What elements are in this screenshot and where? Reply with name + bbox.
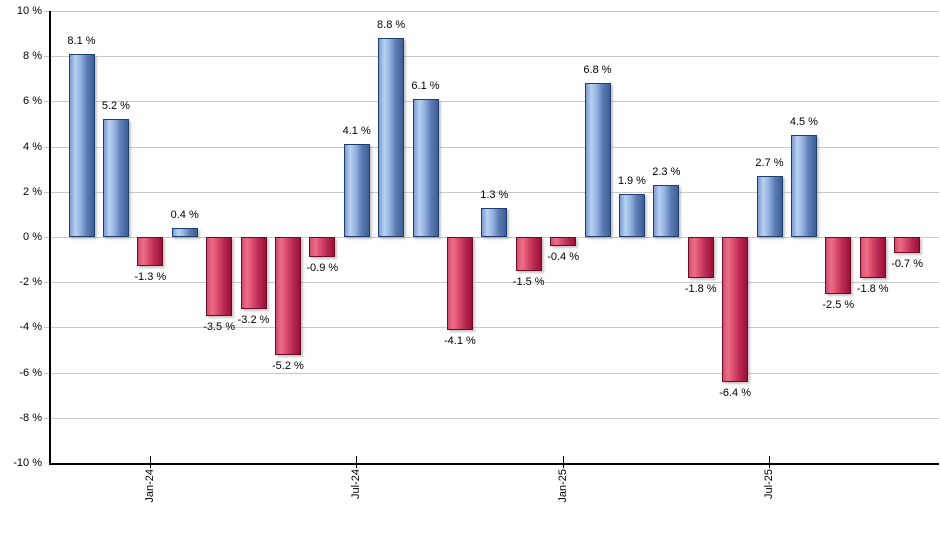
bar-nov-25[interactable] (894, 237, 921, 253)
bar-apr-25[interactable] (653, 185, 680, 237)
bar-aug-25[interactable] (790, 135, 817, 237)
bar-may-24[interactable] (274, 237, 301, 355)
y-axis-tick-label: -4 % (19, 321, 42, 334)
bar-may-25[interactable] (687, 237, 714, 278)
gridline (44, 327, 939, 329)
bar-value-label: -1.8 % (684, 282, 717, 295)
x-axis-tick (356, 456, 358, 468)
x-axis-tick (149, 456, 151, 468)
x-axis-tick-label: Jan-25 (556, 469, 569, 503)
y-axis-tick-label: -6 % (19, 366, 42, 379)
bar-value-label: -0.9 % (306, 262, 339, 275)
bar-value-label: 2.3 % (652, 166, 681, 179)
bar-jul-25[interactable] (756, 175, 783, 237)
x-axis-tick (562, 456, 564, 468)
bar-value-label: -3.2 % (237, 314, 270, 327)
bar-jan-25[interactable] (550, 237, 577, 247)
gridline (44, 372, 939, 374)
y-axis-tick-label: -8 % (19, 411, 42, 424)
y-axis-tick-label: 4 % (23, 140, 42, 153)
bar-jun-24[interactable] (309, 237, 336, 258)
gridline (44, 146, 939, 148)
gridline (44, 282, 939, 284)
x-axis-tick-label: Jul-25 (763, 469, 775, 499)
y-axis-tick-label: -10 % (13, 457, 42, 469)
y-axis-tick-label: -2 % (19, 276, 42, 289)
bar-apr-24[interactable] (240, 237, 267, 310)
bar-value-label: -6.4 % (719, 386, 751, 399)
x-axis-line (49, 463, 939, 465)
bar-dec-24[interactable] (515, 237, 542, 271)
bar-value-label: 1.9 % (617, 175, 646, 188)
bar-value-label: -1.8 % (856, 282, 889, 295)
gridline (44, 56, 939, 58)
y-axis-tick-label: 8 % (23, 50, 42, 63)
bar-value-label: -0.4 % (547, 251, 579, 264)
bar-value-label: 2.7 % (755, 156, 784, 169)
bar-value-label: 4.1 % (342, 125, 371, 138)
bar-nov-24[interactable] (481, 207, 508, 237)
y-axis-tick-label: 2 % (23, 185, 42, 198)
bar-dec-23[interactable] (102, 119, 129, 237)
gridline (44, 191, 939, 193)
y-axis-tick-label: 0 % (23, 231, 42, 243)
bar-jun-25[interactable] (722, 237, 749, 382)
gridline (44, 11, 939, 12)
bar-mar-25[interactable] (618, 194, 645, 237)
bar-mar-24[interactable] (206, 237, 233, 317)
bar-value-label: 6.1 % (411, 80, 440, 93)
gridline (44, 237, 939, 238)
bar-feb-25[interactable] (584, 83, 611, 237)
bar-value-label: 4.5 % (789, 116, 818, 129)
x-axis-tick-label: Jan-24 (143, 469, 156, 503)
bar-value-label: -3.5 % (203, 321, 235, 334)
bar-oct-24[interactable] (446, 237, 473, 330)
y-axis-line (49, 11, 51, 465)
bar-value-label: 1.3 % (480, 188, 509, 201)
bar-value-label: -1.3 % (134, 271, 167, 284)
bar-oct-25[interactable] (859, 237, 886, 278)
y-axis-tick-label: 10 % (16, 5, 42, 17)
bar-value-label: 0.4 % (170, 208, 199, 221)
bar-value-label: -5.2 % (271, 359, 304, 372)
bar-value-label: -1.5 % (512, 275, 545, 288)
bar-value-label: -0.7 % (891, 257, 923, 270)
bar-sep-25[interactable] (825, 237, 852, 294)
bar-feb-24[interactable] (171, 227, 198, 237)
bar-value-label: -2.5 % (822, 298, 855, 311)
bar-jan-24[interactable] (137, 237, 164, 267)
bar-aug-24[interactable] (378, 38, 405, 237)
bar-value-label: -4.1 % (443, 334, 476, 347)
y-axis-tick-label: 6 % (23, 95, 42, 108)
gridline (44, 417, 939, 419)
x-axis-tick (769, 456, 770, 468)
bar-nov-23[interactable] (68, 53, 95, 237)
x-axis-tick-label: Jul-24 (350, 469, 363, 499)
bar-value-label: 5.2 % (101, 100, 130, 113)
bar-jul-24[interactable] (343, 144, 370, 237)
bar-sep-24[interactable] (412, 99, 439, 237)
bar-value-label: 8.8 % (377, 19, 406, 32)
bar-value-label: 6.8 % (583, 64, 612, 77)
gridline (44, 101, 939, 103)
bar-value-label: 8.1 % (67, 34, 96, 47)
